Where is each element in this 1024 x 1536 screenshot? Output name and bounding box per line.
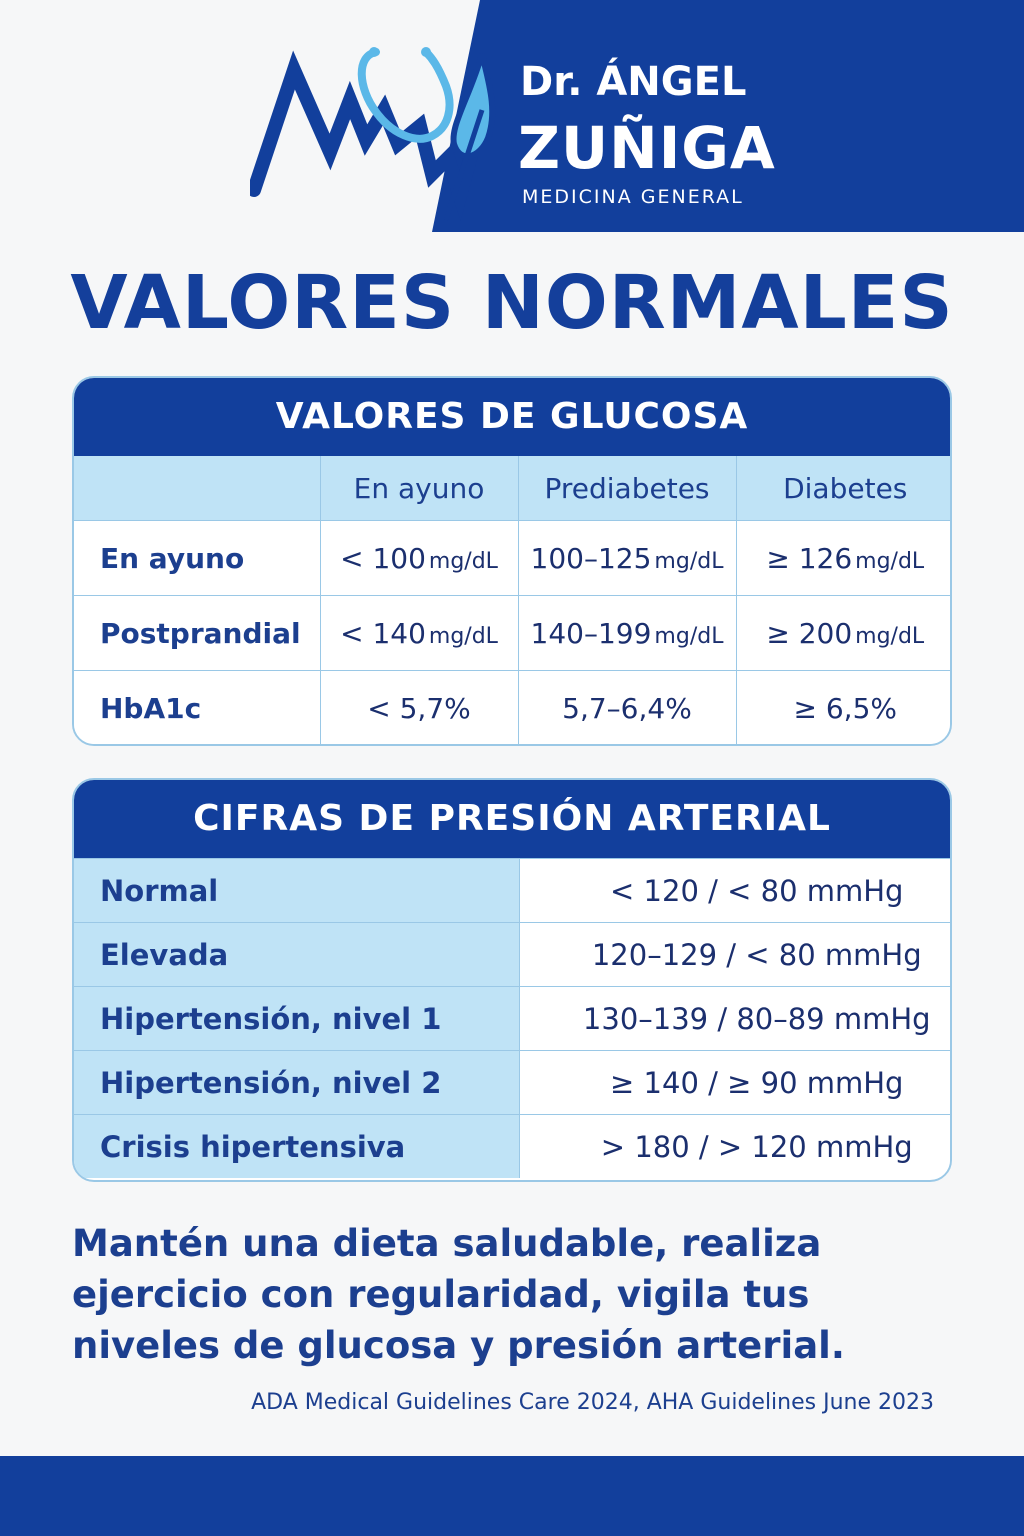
row-value: < 120 / < 80 mmHg [518,858,950,923]
value: < 140 [340,616,426,650]
cell-diabetes: ≥ 6,5% [735,670,950,744]
glucose-table: En ayuno Prediabetes Diabetes En ayuno <… [74,456,950,744]
unit: mg/dL [855,548,925,574]
row-value: 130–139 / 80–89 mmHg [518,986,950,1051]
row-label: Hipertensión, nivel 1 [74,986,520,1051]
table-row: Hipertensión, nivel 2 ≥ 140 / ≥ 90 mmHg [74,1050,950,1115]
row-label: Crisis hipertensiva [74,1114,520,1178]
row-label: Elevada [74,922,520,987]
row-label: Hipertensión, nivel 2 [74,1050,520,1115]
value: < 100 [340,541,426,575]
blood-pressure-table: Normal < 120 / < 80 mmHg Elevada 120–129… [74,858,950,1178]
unit: mg/dL [855,623,925,649]
cell-normal: < 5,7% [319,670,519,744]
cell-normal: < 100 mg/dL [319,520,519,596]
value: ≥ 126 [766,541,853,575]
table-header-row: En ayuno Prediabetes Diabetes [74,456,950,521]
health-advice: Mantén una dieta saludable, realiza ejer… [72,1222,845,1367]
stethoscope-heartbeat-icon [250,42,496,221]
row-label: HbA1c [74,670,321,744]
row-value: 120–129 / < 80 mmHg [518,922,950,987]
unit: mg/dL [654,548,724,574]
doctor-name: Dr. ÁNGEL [520,59,747,105]
unit: mg/dL [428,623,498,649]
value: 100–125 [530,541,652,575]
glucose-heading: VALORES DE GLUCOSA [74,378,950,456]
table-row: Hipertensión, nivel 1 130–139 / 80–89 mm… [74,986,950,1051]
cell-prediabetes: 100–125 mg/dL [517,520,737,596]
blood-pressure-heading: CIFRAS DE PRESIÓN ARTERIAL [74,780,950,858]
cell-prediabetes: 140–199 mg/dL [517,595,737,671]
blood-pressure-card: CIFRAS DE PRESIÓN ARTERIAL Normal < 120 … [72,778,952,1182]
table-row: En ayuno < 100 mg/dL 100–125 mg/dL ≥ 126 mg… [74,520,950,596]
footer-band [0,1456,1024,1536]
doctor-specialty: MEDICINA GENERAL [522,186,744,208]
glucose-card: VALORES DE GLUCOSA En ayuno Prediabetes … [72,376,952,746]
column-header-fasting: En ayuno [319,456,519,521]
value: 140–199 [530,616,652,650]
table-row: Normal < 120 / < 80 mmHg [74,858,950,923]
row-label: Normal [74,858,520,923]
column-header-diabetes: Diabetes [735,456,950,521]
row-label: En ayuno [74,520,321,596]
unit: mg/dL [428,548,498,574]
row-label: Postprandial [74,595,321,671]
table-row: Crisis hipertensiva > 180 / > 120 mmHg [74,1114,950,1178]
cell-diabetes: ≥ 200 mg/dL [735,595,950,671]
medical-drop [450,42,496,160]
stethoscope-earpiece-left [369,47,379,57]
cell-normal: < 140 mg/dL [319,595,519,671]
header-band [432,0,1024,232]
table-row: Postprandial < 140 mg/dL 140–199 mg/dL ≥ 2… [74,595,950,671]
stethoscope-earpiece-right [421,47,431,57]
drop-line [443,109,485,221]
cell-prediabetes: 5,7–6,4% [517,670,737,744]
value: ≥ 200 [766,616,853,650]
row-value: > 180 / > 120 mmHg [518,1114,950,1178]
cell-diabetes: ≥ 126 mg/dL [735,520,950,596]
column-header-prediabetes: Prediabetes [517,456,737,521]
page-title: VALORES NORMALES [70,260,954,346]
source-citation: ADA Medical Guidelines Care 2024, AHA Gu… [251,1390,934,1415]
table-row: Elevada 120–129 / < 80 mmHg [74,922,950,987]
column-header-empty [74,456,321,521]
doctor-surname: ZUÑIGA [518,114,776,182]
row-value: ≥ 140 / ≥ 90 mmHg [518,1050,950,1115]
table-row: HbA1c < 5,7% 5,7–6,4% ≥ 6,5% [74,670,950,744]
stethoscope-tube [357,48,454,143]
unit: mg/dL [654,623,724,649]
